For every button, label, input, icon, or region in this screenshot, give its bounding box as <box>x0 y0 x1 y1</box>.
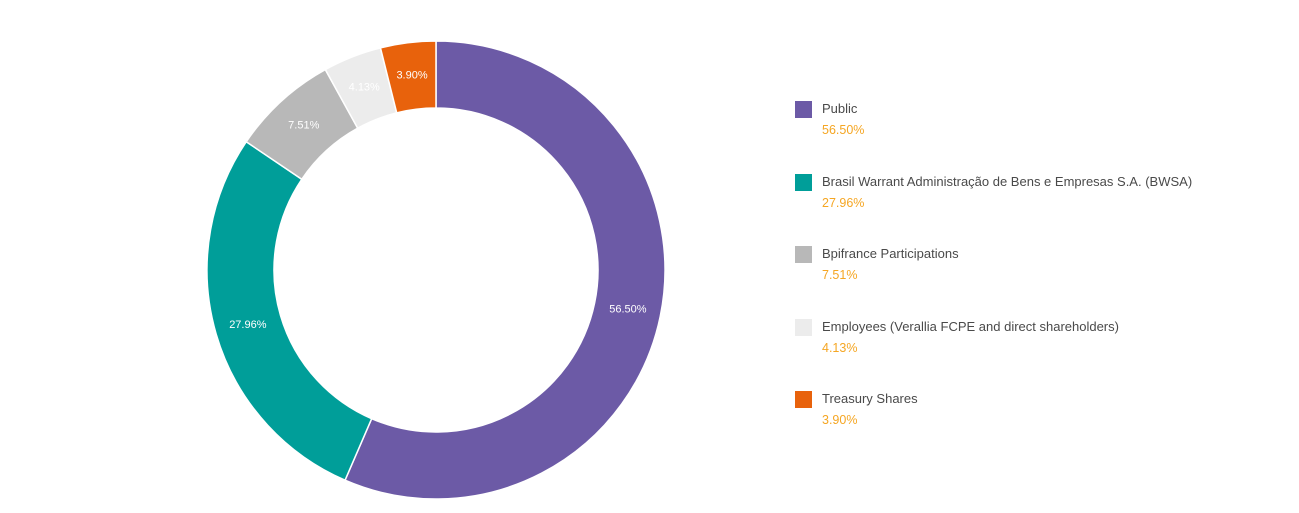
slice-label-0: 56.50% <box>609 304 647 316</box>
chart-legend: Public 56.50% Brasil Warrant Administração… <box>795 100 1275 463</box>
slice-label-2: 7.51% <box>288 119 319 131</box>
donut-slice-4[interactable] <box>379 40 437 114</box>
donut-slices <box>206 40 666 500</box>
legend-label: Treasury Shares <box>822 391 918 406</box>
legend-swatch <box>795 101 812 118</box>
legend-swatch <box>795 318 812 336</box>
legend-item-1[interactable]: Brasil Warrant Administração de Bens e E… <box>795 173 1275 246</box>
legend-value: 56.50% <box>822 123 865 137</box>
slice-label-3: 4.13% <box>349 82 380 94</box>
donut-slice-0[interactable] <box>344 40 666 500</box>
legend-swatch <box>795 173 812 191</box>
legend-label: Brasil Warrant Administração de Bens e E… <box>822 173 1193 189</box>
legend-item-3[interactable]: Employees (Verallia FCPE and direct shar… <box>795 318 1275 391</box>
slice-label-4: 3.90% <box>396 69 427 81</box>
donut-chart: 56.50% 27.96% 7.51% 4.13% 3.90% <box>206 40 666 500</box>
legend-label: Bpifrance Participations <box>822 246 959 261</box>
legend-label: Employees (Verallia FCPE and direct shar… <box>822 318 1119 334</box>
legend-item-0[interactable]: Public 56.50% <box>795 100 1275 173</box>
legend-swatch <box>795 246 812 263</box>
donut-slice-1[interactable] <box>206 140 373 482</box>
legend-item-2[interactable]: Bpifrance Participations 7.51% <box>795 245 1275 318</box>
legend-value: 27.96% <box>822 195 865 210</box>
legend-item-4[interactable]: Treasury Shares 3.90% <box>795 390 1275 463</box>
legend-label: Public <box>822 101 858 116</box>
legend-value: 7.51% <box>822 268 858 282</box>
slice-labels: 56.50% 27.96% 7.51% 4.13% 3.90% <box>229 69 647 330</box>
legend-value: 3.90% <box>822 413 858 427</box>
legend-swatch <box>795 391 812 408</box>
slice-label-1: 27.96% <box>229 319 267 331</box>
legend-value: 4.13% <box>822 340 858 355</box>
